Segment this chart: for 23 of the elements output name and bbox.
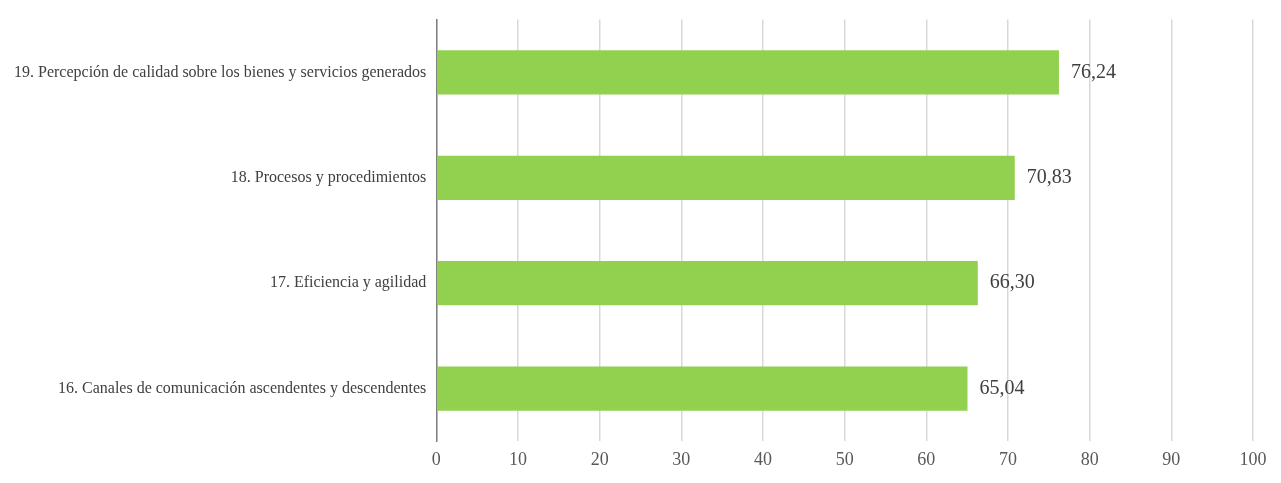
- y-tick-label: 18. Procesos y procedimientos: [230, 167, 427, 186]
- x-tick-label: 20: [590, 448, 609, 469]
- x-tick-label: 50: [835, 448, 854, 469]
- bar: [437, 50, 1059, 95]
- x-tick-label: 100: [1239, 448, 1267, 469]
- data-label: 65,04: [979, 375, 1025, 398]
- x-tick-label: 70: [998, 448, 1017, 469]
- bar: [437, 261, 978, 306]
- x-tick-label: 80: [1080, 448, 1099, 469]
- x-tick-label: 90: [1162, 448, 1181, 469]
- bar: [437, 155, 1015, 200]
- bar: [437, 366, 968, 411]
- data-label: 66,30: [989, 270, 1035, 293]
- y-tick-label: 17. Eficiencia y agilidad: [269, 273, 427, 292]
- x-tick-label: 40: [753, 448, 772, 469]
- y-tick-label: 19. Percepción de calidad sobre los bienes y servicios generados: [14, 62, 427, 81]
- x-tick-label: 30: [672, 448, 691, 469]
- x-tick-label: 0: [431, 448, 441, 469]
- data-label: 70,83: [1026, 165, 1072, 188]
- y-tick-label: 16. Canales de comunicación ascendentes y descendentes: [58, 378, 427, 397]
- data-label: 76,24: [1070, 59, 1116, 82]
- x-tick-label: 60: [917, 448, 936, 469]
- x-tick-label: 10: [508, 448, 527, 469]
